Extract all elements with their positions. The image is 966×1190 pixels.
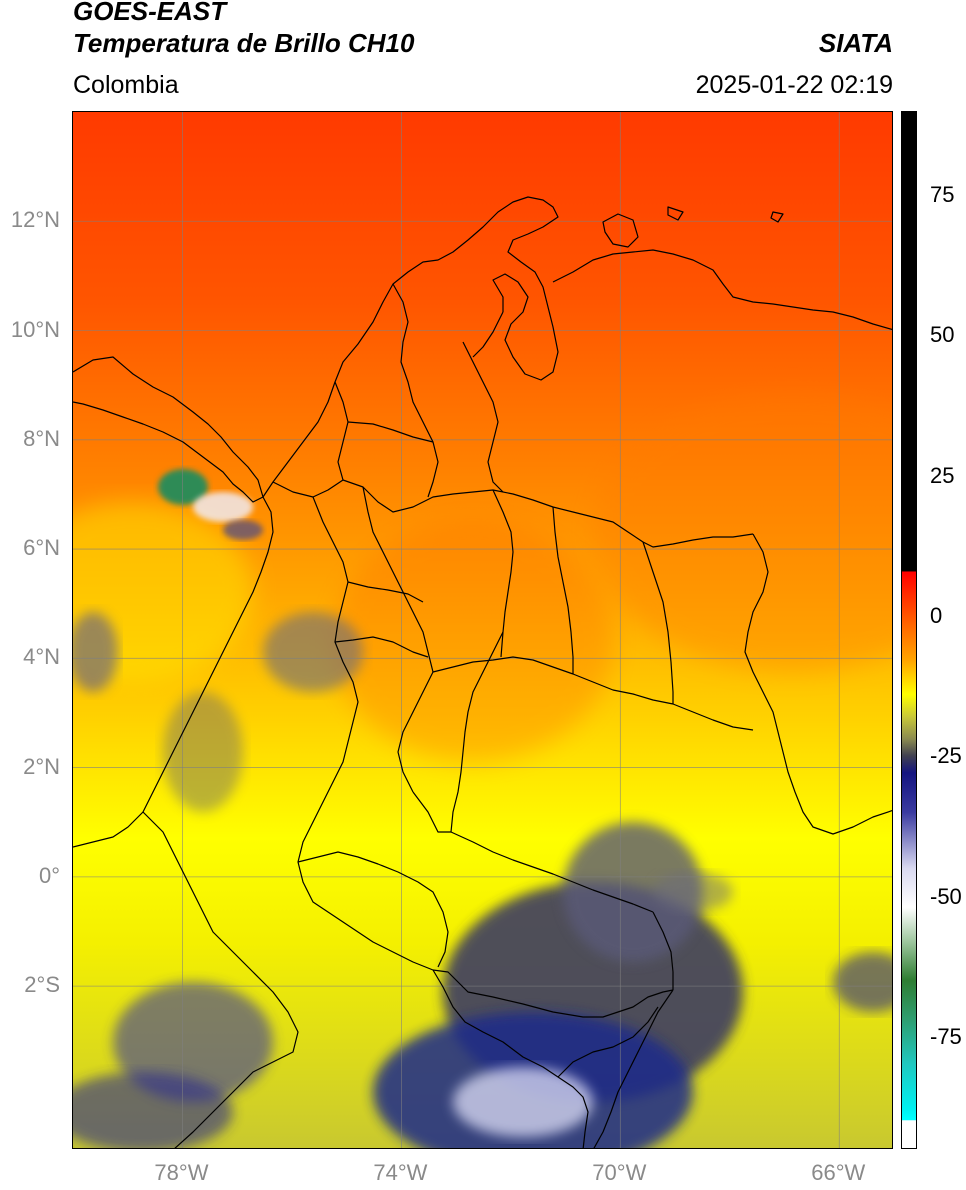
datetime-label: 2025-01-22 02:19 — [695, 71, 893, 99]
lat-tick-label: 0° — [38, 862, 60, 888]
boundaries — [73, 196, 892, 1148]
colorbar-tick-label: 0 — [930, 602, 943, 628]
colorbar-tick-label: 25 — [930, 462, 955, 488]
colorbar-tick-label: 75 — [930, 182, 955, 208]
colorbar-tick-label: -25 — [930, 743, 962, 769]
lon-tick-label: 70°W — [592, 1160, 647, 1185]
region-label: Colombia — [73, 71, 179, 99]
lat-tick-label: 10°N — [10, 316, 60, 342]
lat-tick-label: 8°N — [23, 425, 60, 451]
title-satellite: GOES-EAST — [73, 0, 227, 26]
colorbar-tick-label: 50 — [930, 322, 955, 348]
cloud-cover — [73, 469, 892, 1148]
lon-tick-label: 74°W — [373, 1160, 428, 1185]
lat-tick-label: 6°N — [23, 535, 60, 561]
graticule — [73, 112, 892, 1148]
colorbar-tick-label: -50 — [930, 883, 962, 909]
lat-tick-label: 12°N — [10, 207, 60, 233]
lat-tick-label: 2°N — [23, 753, 60, 779]
organization-label: SIATA — [818, 28, 893, 58]
satellite-map — [72, 111, 893, 1149]
temperature-colorbar — [901, 111, 917, 1149]
lat-tick-label: 4°N — [23, 644, 60, 670]
lat-tick-label: 2°S — [24, 972, 60, 998]
title-product: Temperatura de Brillo CH10 — [73, 28, 415, 58]
colorbar-tick-label: -75 — [930, 1023, 962, 1049]
lon-tick-label: 78°W — [154, 1160, 209, 1185]
lon-tick-label: 66°W — [811, 1160, 866, 1185]
